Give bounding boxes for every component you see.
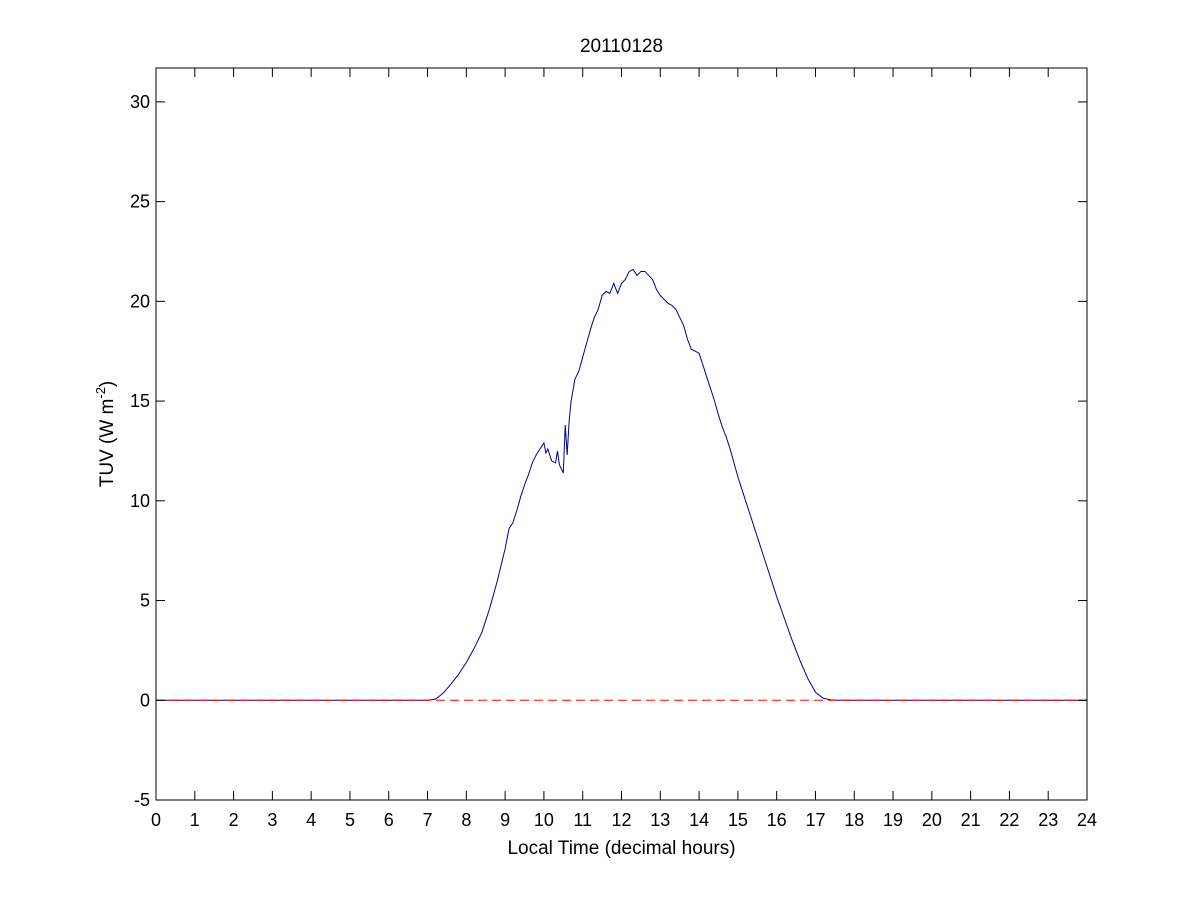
y-tick-label: 20 xyxy=(130,291,150,311)
tick-layer: 0 1 2 3 4 5 6 7 8 9 10 11 12 13 14 15 16 17 18 19 20 21 22 23 24… xyxy=(130,68,1097,830)
y-axis-label-close: ) xyxy=(97,381,118,387)
x-tick-label: 20 xyxy=(922,810,942,830)
y-tick-label: 25 xyxy=(130,192,150,212)
x-tick-label: 5 xyxy=(345,810,355,830)
x-tick-label: 22 xyxy=(999,810,1019,830)
y-axis-label-main: TUV (W m xyxy=(97,399,118,488)
x-tick-label: 8 xyxy=(461,810,471,830)
x-tick-label: 13 xyxy=(650,810,670,830)
y-tick-label: 30 xyxy=(130,92,150,112)
x-tick-label: 7 xyxy=(423,810,433,830)
x-tick-label: 14 xyxy=(689,810,709,830)
x-tick-label: 23 xyxy=(1038,810,1058,830)
y-axis-label-exponent: -2 xyxy=(93,387,108,399)
y-tick-label: 10 xyxy=(130,491,150,511)
plot-area xyxy=(156,68,1087,800)
tuv-series-line xyxy=(156,268,1087,701)
chart-title: 20110128 xyxy=(580,36,663,57)
x-tick-label: 0 xyxy=(151,810,161,830)
y-tick-label: -5 xyxy=(134,790,150,810)
x-tick-label: 17 xyxy=(805,810,825,830)
x-tick-label: 3 xyxy=(267,810,277,830)
x-tick-label: 10 xyxy=(534,810,554,830)
x-tick-label: 16 xyxy=(767,810,787,830)
x-tick-label: 18 xyxy=(844,810,864,830)
y-tick-label: 0 xyxy=(140,690,150,710)
plot-frame xyxy=(155,67,1088,801)
x-tick-label: 4 xyxy=(306,810,316,830)
y-axis-label: TUV (W m-2) xyxy=(93,381,118,488)
x-tick-label: 24 xyxy=(1077,810,1097,830)
x-tick-label: 9 xyxy=(500,810,510,830)
x-tick-label: 12 xyxy=(611,810,631,830)
series-layer xyxy=(156,268,1087,701)
x-axis-label: Local Time (decimal hours) xyxy=(507,838,735,859)
y-tick-label: 5 xyxy=(140,591,150,611)
x-tick-label: 19 xyxy=(883,810,903,830)
x-tick-label: 2 xyxy=(229,810,239,830)
x-tick-label: 15 xyxy=(728,810,748,830)
x-tick-label: 21 xyxy=(961,810,981,830)
x-tick-label: 6 xyxy=(384,810,394,830)
x-tick-label: 11 xyxy=(573,810,592,830)
y-tick-label: 15 xyxy=(130,391,150,411)
x-tick-label: 1 xyxy=(190,810,200,830)
